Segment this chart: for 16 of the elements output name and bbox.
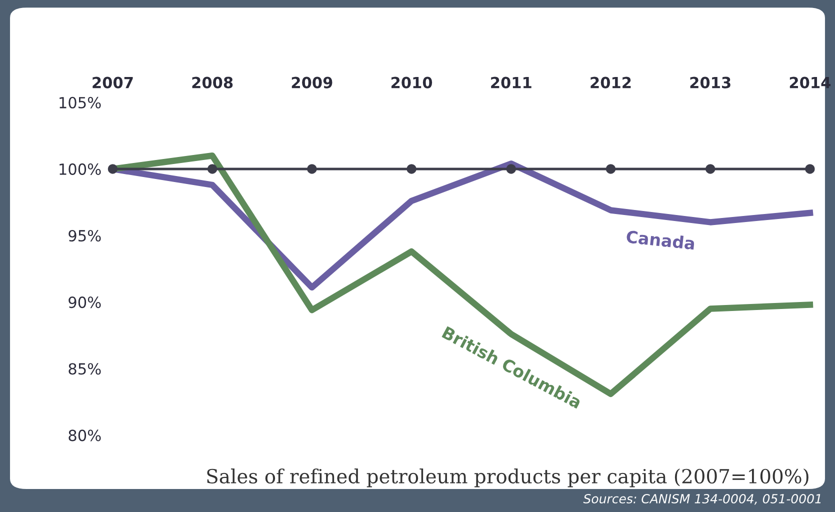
y-tick-label: 80%	[68, 430, 101, 442]
y-tick-label: 95%	[68, 230, 101, 242]
x-tick-label: 2009	[292, 76, 332, 88]
x-tick-label: 2011	[491, 76, 532, 88]
text: Canada	[626, 230, 695, 250]
y-tick-label: 100%	[60, 163, 101, 175]
y-tick-label: 85%	[68, 363, 101, 375]
x-tick-label: 2007	[92, 76, 133, 88]
text: Sales of refined petroleum products per capita (2007=100%)	[207, 468, 808, 488]
x-tick-label: 2013	[690, 76, 730, 88]
x-tick-label: 2012	[590, 76, 631, 88]
source-note: Sources: CANISM 134-0004, 051-0001	[583, 494, 821, 505]
y-tick-label: 105%	[60, 96, 101, 108]
x-tick-label: 2010	[391, 76, 432, 88]
y-tick-label: 90%	[68, 296, 101, 308]
x-tick-label: 2008	[192, 76, 233, 88]
